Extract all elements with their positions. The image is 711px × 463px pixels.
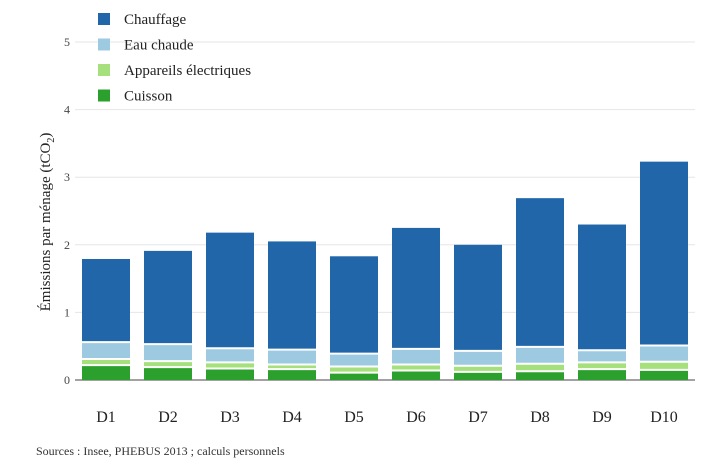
bar-segment-appareils-lectriques-d7: [454, 365, 502, 372]
legend: Chauffage Eau chaude Appareils électriques…: [98, 12, 251, 105]
bar-segment-chauffage-d10: [640, 161, 688, 346]
bar-stack-d3: [206, 232, 254, 380]
bar-segment-chauffage-d8: [516, 198, 564, 347]
y-axis-title-subscript: 2: [46, 138, 57, 143]
bar-segment-appareils-lectriques-d1: [82, 359, 130, 366]
legend-swatch: [98, 64, 110, 76]
bar-segment-eau-chaude-d5: [330, 353, 378, 367]
bar-segment-cuisson-d3: [206, 368, 254, 380]
bar-segment-cuisson-d2: [144, 367, 192, 380]
x-tick-label-d7: D7: [468, 409, 488, 426]
bar-segment-chauffage-d2: [144, 250, 192, 345]
bar-segment-cuisson-d5: [330, 372, 378, 380]
bar-segment-eau-chaude-d4: [268, 349, 316, 365]
bar-stack-d4: [268, 241, 316, 380]
bar-segment-appareils-lectriques-d10: [640, 361, 688, 370]
bar-stack-d8: [516, 198, 564, 380]
bar-segment-eau-chaude-d2: [144, 344, 192, 362]
bar-segment-eau-chaude-d10: [640, 345, 688, 362]
y-tick-label: 2: [64, 238, 70, 252]
x-tick-label-d10: D10: [650, 409, 678, 426]
bar-segment-eau-chaude-d1: [82, 342, 130, 360]
bar-stack-d7: [454, 244, 502, 380]
bar-segment-cuisson-d1: [82, 365, 130, 380]
bar-segment-cuisson-d10: [640, 369, 688, 380]
legend-item-eau-chaude: Eau chaude: [98, 38, 194, 54]
y-axis-title-main: Émissions par ménage (tCO: [37, 142, 54, 311]
bar-segment-appareils-lectriques-d6: [392, 364, 440, 371]
bar-segment-cuisson-d9: [578, 369, 626, 380]
bar-segment-eau-chaude-d7: [454, 350, 502, 366]
x-tick-label-d4: D4: [282, 409, 302, 426]
bar-stack-d1: [82, 258, 130, 380]
bar-segment-chauffage-d1: [82, 258, 130, 343]
legend-label: Eau chaude: [124, 38, 194, 54]
legend-label: Cuisson: [124, 89, 173, 105]
bar-stack-d10: [640, 161, 688, 380]
bars: [82, 161, 688, 380]
legend-swatch: [98, 38, 110, 51]
x-tick-label-d1: D1: [96, 409, 116, 426]
legend-label: Appareils électriques: [124, 63, 251, 79]
y-tick-label: 4: [64, 103, 70, 117]
bar-segment-chauffage-d7: [454, 244, 502, 351]
y-axis-title-close: ): [38, 133, 54, 138]
bar-segment-eau-chaude-d8: [516, 346, 564, 364]
legend-swatch: [98, 89, 110, 102]
y-axis-ticks: 0 1 2 3 4 5: [64, 35, 70, 387]
bar-stack-d6: [392, 227, 440, 380]
bar-segment-eau-chaude-d3: [206, 348, 254, 363]
x-tick-label-d2: D2: [158, 409, 178, 426]
x-tick-label-d6: D6: [406, 409, 426, 426]
bar-segment-cuisson-d4: [268, 369, 316, 380]
legend-swatch: [98, 13, 110, 25]
y-tick-label: 1: [64, 305, 70, 319]
bar-segment-appareils-lectriques-d9: [578, 362, 626, 370]
y-tick-label: 3: [64, 170, 70, 184]
legend-item-chauffage: Chauffage: [98, 12, 187, 28]
legend-item-cuisson: Cuisson: [98, 89, 173, 105]
x-tick-label-d9: D9: [592, 409, 612, 426]
bar-segment-eau-chaude-d9: [578, 350, 626, 363]
x-tick-label-d8: D8: [530, 409, 550, 426]
bar-segment-eau-chaude-d6: [392, 348, 440, 365]
bar-segment-chauffage-d9: [578, 224, 626, 351]
bar-segment-cuisson-d8: [516, 371, 564, 380]
x-tick-label-d5: D5: [344, 409, 364, 426]
bar-segment-appareils-lectriques-d3: [206, 362, 254, 369]
bar-segment-chauffage-d6: [392, 227, 440, 349]
bar-segment-appareils-lectriques-d5: [330, 366, 378, 373]
bar-segment-chauffage-d5: [330, 256, 378, 354]
y-tick-label: 0: [64, 373, 70, 387]
bar-stack-d5: [330, 256, 378, 380]
bar-segment-appareils-lectriques-d2: [144, 361, 192, 368]
bar-stack-d9: [578, 224, 626, 380]
bar-segment-chauffage-d3: [206, 232, 254, 349]
bar-segment-cuisson-d7: [454, 371, 502, 380]
bar-segment-appareils-lectriques-d8: [516, 363, 564, 372]
x-axis-ticks: D1 D2 D3 D4 D5 D6 D7 D8 D9 D10: [96, 409, 678, 426]
legend-item-appareils-lectriques: Appareils électriques: [98, 63, 251, 79]
bar-segment-appareils-lectriques-d4: [268, 364, 316, 370]
legend-label: Chauffage: [124, 12, 187, 28]
x-tick-label-d3: D3: [220, 409, 240, 426]
bar-segment-chauffage-d4: [268, 241, 316, 350]
source-note: Sources : Insee, PHEBUS 2013 ; calculs p…: [36, 444, 285, 458]
bar-segment-cuisson-d6: [392, 370, 440, 380]
y-tick-label: 5: [64, 35, 70, 49]
y-axis-title: Émissions par ménage (tCO2): [37, 133, 57, 312]
bar-stack-d2: [144, 250, 192, 380]
